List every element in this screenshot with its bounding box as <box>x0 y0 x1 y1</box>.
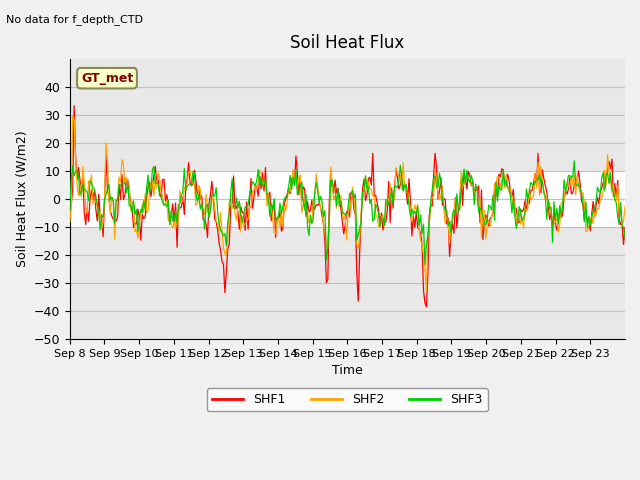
Text: No data for f_depth_CTD: No data for f_depth_CTD <box>6 14 143 25</box>
Y-axis label: Soil Heat Flux (W/m2): Soil Heat Flux (W/m2) <box>15 131 28 267</box>
Title: Soil Heat Flux: Soil Heat Flux <box>291 34 404 52</box>
Bar <box>70 171 625 227</box>
X-axis label: Time: Time <box>332 364 363 377</box>
Text: GT_met: GT_met <box>81 72 133 84</box>
Legend: SHF1, SHF2, SHF3: SHF1, SHF2, SHF3 <box>207 388 488 411</box>
